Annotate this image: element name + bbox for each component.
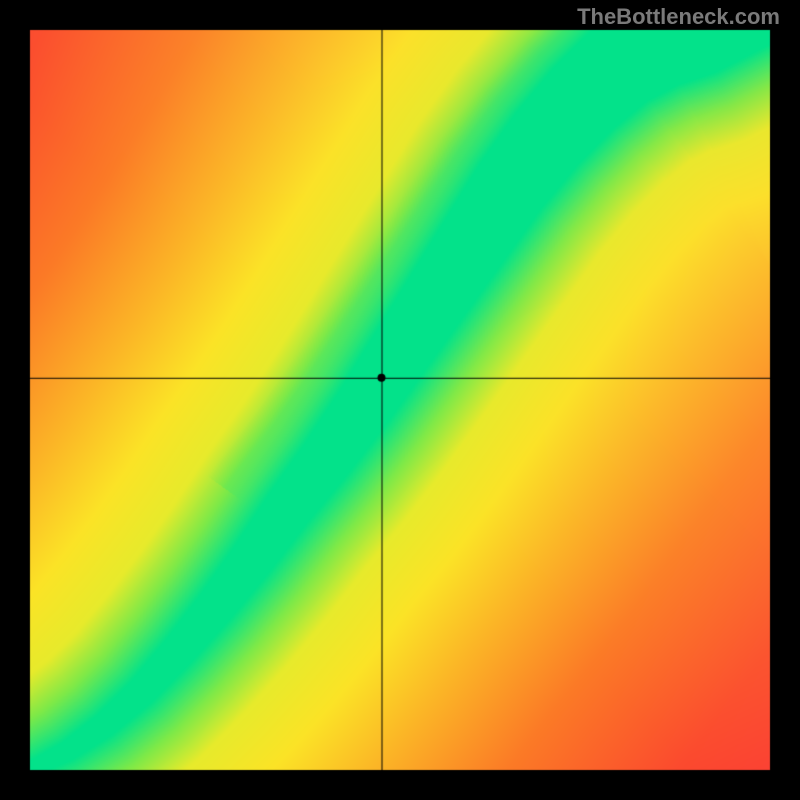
chart-container: { "watermark": { "text": "TheBottleneck.… — [0, 0, 800, 800]
watermark-text: TheBottleneck.com — [577, 4, 780, 30]
heatmap-canvas — [0, 0, 800, 800]
